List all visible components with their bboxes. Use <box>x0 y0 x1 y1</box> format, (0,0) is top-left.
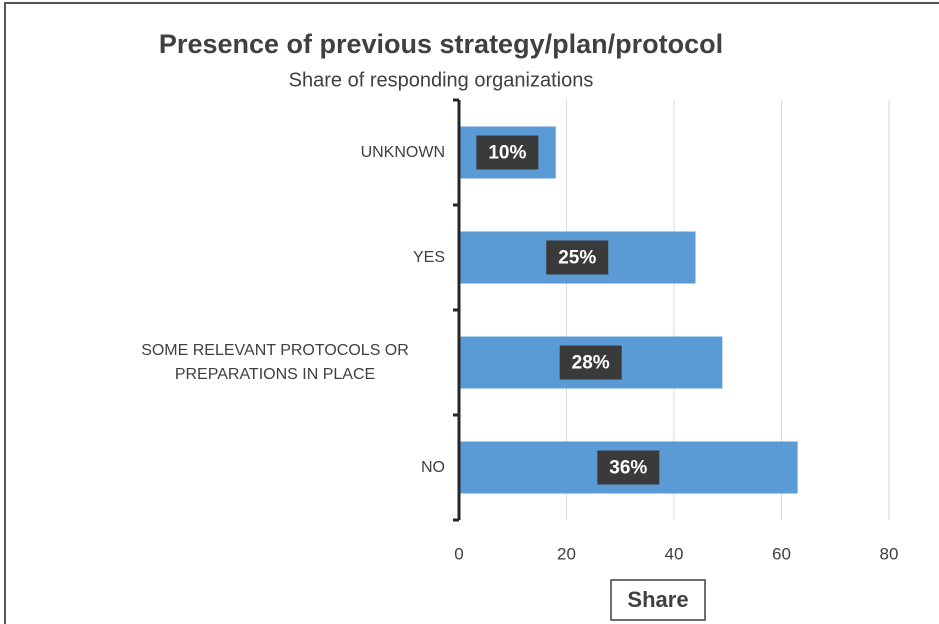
frame <box>4 2 939 624</box>
data-label: 36% <box>609 458 647 479</box>
data-label-box <box>559 345 622 380</box>
data-label-box <box>597 450 660 485</box>
x-tick-label: 20 <box>557 544 576 563</box>
y-tick-label: NO <box>421 458 445 476</box>
x-tick-label: 80 <box>880 544 899 563</box>
y-tick-label: UNKNOWN <box>360 143 445 161</box>
data-label-box <box>546 240 609 275</box>
data-label: 10% <box>488 143 526 164</box>
axis-title-box <box>610 579 706 621</box>
x-tick-label: 40 <box>665 544 684 563</box>
data-label: 25% <box>558 248 596 269</box>
data-label-box <box>476 135 539 170</box>
chart-subtitle: Share of responding organizations <box>289 69 594 91</box>
y-tick-label: SOME RELEVANT PROTOCOLS OR PREPARATIONS … <box>141 341 409 383</box>
x-tick-label: 60 <box>772 544 791 563</box>
x-axis-title: Share <box>627 587 688 612</box>
x-tick-label: 0 <box>454 544 463 563</box>
y-tick-label: YES <box>412 248 445 266</box>
data-label: 28% <box>572 353 610 374</box>
chart-title: Presence of previous strategy/plan/proto… <box>159 29 723 59</box>
